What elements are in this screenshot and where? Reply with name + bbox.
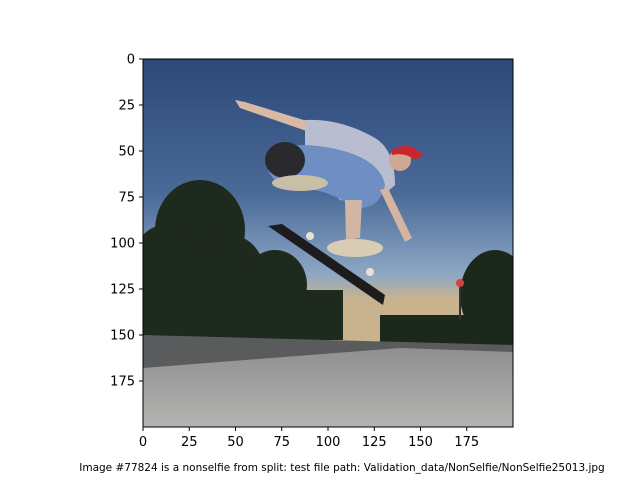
- y-tick-label: 125: [110, 283, 135, 298]
- y-tick-label: 0: [127, 53, 135, 68]
- x-tick-label: 75: [273, 435, 290, 450]
- y-tick-label: 100: [110, 237, 135, 252]
- x-tick-label: 25: [181, 435, 198, 450]
- y-tick-label: 50: [118, 145, 135, 160]
- y-tick-label: 25: [118, 99, 135, 114]
- x-tick-label: 0: [139, 435, 147, 450]
- y-tick-label: 75: [118, 191, 135, 206]
- x-tick-label: 175: [454, 435, 479, 450]
- y-axis: 0 25 50 75 100 125 150 175: [110, 53, 143, 390]
- x-tick-label: 150: [408, 435, 433, 450]
- figure-caption: Image #77824 is a nonselfie from split: …: [79, 462, 604, 474]
- photo: [130, 59, 530, 427]
- y-tick-label: 150: [110, 329, 135, 344]
- x-tick-label: 50: [227, 435, 244, 450]
- x-tick-label: 125: [362, 435, 387, 450]
- x-axis: 0 25 50 75 100 125 150 175: [139, 427, 479, 450]
- y-tick-label: 175: [110, 375, 135, 390]
- x-tick-label: 100: [316, 435, 341, 450]
